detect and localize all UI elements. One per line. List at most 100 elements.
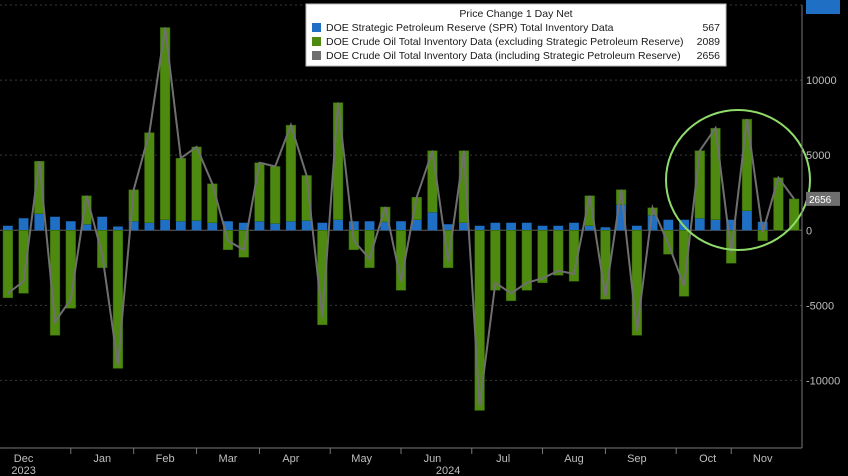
spr-bar xyxy=(254,221,265,231)
spr-bar xyxy=(348,221,359,231)
x-month-label: Feb xyxy=(156,453,175,465)
y-tick-label: 5000 xyxy=(806,150,830,162)
x-month-label: Jan xyxy=(93,453,111,465)
last-value-labels: 2656 567 xyxy=(806,0,840,206)
legend: Price Change 1 Day Net DOE Strategic Petr… xyxy=(305,3,727,67)
legend-item-label: DOE Crude Oil Total Inventory Data (incl… xyxy=(326,50,681,62)
last-value-label: 2656 xyxy=(809,195,832,206)
spr-bar xyxy=(663,219,674,231)
spr-bar xyxy=(742,210,752,231)
legend-swatch xyxy=(312,51,321,60)
spr-bar xyxy=(600,227,611,231)
spr-bar xyxy=(207,222,218,231)
crude-excl-spr-bar xyxy=(710,127,721,220)
legend-item-value: 2656 xyxy=(697,50,721,62)
spr-bar xyxy=(521,222,532,231)
legend-item-value: 567 xyxy=(702,22,720,34)
crude-excl-spr-bar xyxy=(443,230,454,269)
x-month-label: May xyxy=(351,453,372,465)
spr-bar xyxy=(81,224,92,231)
y-tick-label: -10000 xyxy=(806,375,840,387)
crude-incl-spr-line xyxy=(7,27,795,407)
spr-bar xyxy=(34,213,45,231)
spr-bar xyxy=(144,222,155,231)
spr-bar xyxy=(2,225,13,231)
spr-bar xyxy=(474,225,485,231)
total-line xyxy=(7,27,795,407)
legend-box xyxy=(305,3,727,67)
bar-marks xyxy=(2,27,800,411)
spr-bar xyxy=(710,219,721,231)
spr-bar xyxy=(333,219,343,231)
spr-bar xyxy=(223,221,233,231)
spr-bar xyxy=(270,223,281,231)
legend-item-label: DOE Crude Oil Total Inventory Data (excl… xyxy=(326,36,684,48)
x-axis: Dec Jan Feb Mar Apr May Jun Jul Aug Sep Oct Nov 2023… xyxy=(0,447,802,476)
spr-bar xyxy=(694,218,705,231)
x-year-label: 2024 xyxy=(436,465,460,476)
y-tick-label: 10000 xyxy=(806,75,837,87)
legend-item-label: DOE Strategic Petroleum Reserve (SPR) To… xyxy=(326,22,614,34)
spr-bar xyxy=(396,221,406,231)
crude-excl-spr-bar xyxy=(600,230,611,300)
crude-excl-spr-bar xyxy=(553,230,564,276)
x-month-label: Nov xyxy=(753,453,773,465)
spr-bar xyxy=(632,225,642,231)
y-tick-label: -5000 xyxy=(806,300,834,312)
x-month-label: Apr xyxy=(282,453,299,465)
spr-bar xyxy=(238,222,249,231)
crude-excl-spr-bar xyxy=(568,230,580,282)
spr-bar xyxy=(616,204,627,231)
legend-swatch xyxy=(312,37,321,46)
spr-bar xyxy=(301,220,312,231)
spr-bar xyxy=(97,216,108,231)
x-month-label: Dec xyxy=(14,453,34,465)
last-value-tag xyxy=(806,191,840,206)
crude-excl-spr-bar xyxy=(285,124,297,222)
x-month-label: Aug xyxy=(564,453,584,465)
crude-excl-spr-bar xyxy=(490,230,501,291)
crude-excl-spr-bar xyxy=(175,157,186,222)
y-tick-label: 0 xyxy=(806,225,812,237)
spr-bar xyxy=(317,222,328,231)
crude-excl-spr-bar xyxy=(773,177,784,231)
crude-excl-spr-bar xyxy=(789,198,800,231)
y-axis: 150001000050000-5000-10000 xyxy=(801,0,840,448)
spr-bar xyxy=(380,221,391,231)
x-year-label: 2023 xyxy=(11,465,35,476)
spr-bar xyxy=(65,221,76,231)
crude-excl-spr-bar xyxy=(537,230,548,284)
crude-excl-spr-bar xyxy=(207,183,218,223)
spr-bar xyxy=(427,212,438,231)
x-month-label: Jun xyxy=(424,453,442,465)
spr-bar xyxy=(50,216,60,231)
crude-excl-spr-bar xyxy=(364,230,375,269)
crude-excl-spr-bar xyxy=(505,230,517,302)
spr-bar xyxy=(364,221,375,231)
x-month-label: Jul xyxy=(496,453,510,465)
crude-excl-spr-bar xyxy=(254,162,265,222)
spr-bar xyxy=(18,218,29,231)
x-month-label: Sep xyxy=(627,453,647,465)
spr-bar xyxy=(537,225,548,231)
x-month-label: Oct xyxy=(699,453,716,465)
legend-title: Price Change 1 Day Net xyxy=(459,8,572,20)
crude-excl-spr-bar xyxy=(191,146,202,221)
crude-excl-spr-bar xyxy=(678,230,690,297)
spr-bar xyxy=(443,224,454,231)
highlight-circle xyxy=(665,109,811,251)
spr-bar xyxy=(113,226,123,231)
spr-bar xyxy=(647,215,658,231)
crude-excl-spr-bar xyxy=(631,230,643,336)
spr-bar xyxy=(411,219,422,231)
last-value-label: 567 xyxy=(809,0,826,3)
crude-excl-spr-bar xyxy=(741,118,753,211)
last-value-tag xyxy=(806,0,840,14)
spr-bar xyxy=(175,221,186,231)
spr-bar xyxy=(506,222,516,231)
spr-bar xyxy=(584,225,595,231)
crude-excl-spr-bar xyxy=(97,230,108,269)
crude-excl-spr-bar xyxy=(521,230,532,291)
annotation-circle xyxy=(665,109,811,251)
